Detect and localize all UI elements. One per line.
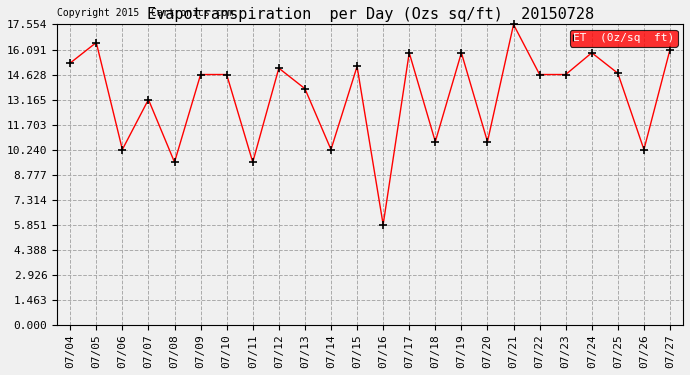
Text: Copyright 2015  Cartronics.com: Copyright 2015 Cartronics.com [57,9,233,18]
Legend: ET  (0z/sq  ft): ET (0z/sq ft) [569,30,678,47]
Title: Evapotranspiration  per Day (Ozs sq/ft)  20150728: Evapotranspiration per Day (Ozs sq/ft) 2… [146,7,593,22]
